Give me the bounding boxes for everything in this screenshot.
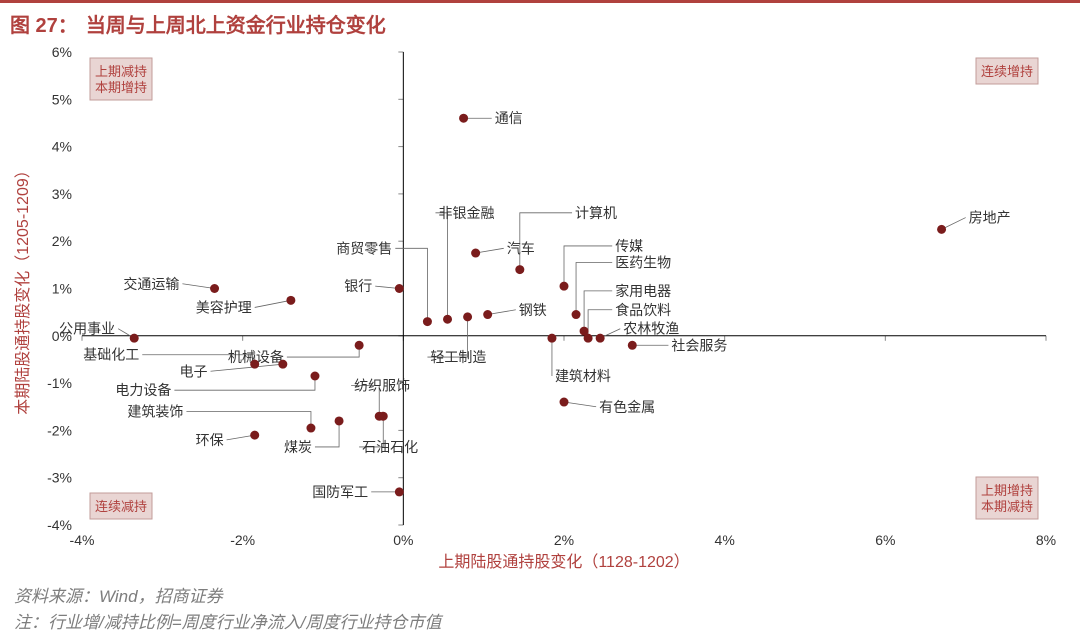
point-label: 传媒 bbox=[615, 238, 643, 254]
point-label: 环保 bbox=[196, 432, 224, 448]
svg-text:-2%: -2% bbox=[230, 532, 255, 548]
point-label: 国防军工 bbox=[312, 484, 368, 500]
svg-text:本期增持: 本期增持 bbox=[95, 80, 147, 95]
svg-text:2%: 2% bbox=[52, 233, 72, 249]
data-point bbox=[515, 265, 524, 274]
point-label: 汽车 bbox=[507, 240, 535, 256]
svg-text:-4%: -4% bbox=[70, 532, 95, 548]
x-axis-label: 上期陆股通持股变化（1128-1202） bbox=[438, 553, 689, 571]
point-label: 食品饮料 bbox=[615, 302, 671, 318]
svg-text:0%: 0% bbox=[393, 532, 413, 548]
point-label: 医药生物 bbox=[615, 254, 671, 270]
point-label: 电力设备 bbox=[115, 382, 171, 398]
data-point bbox=[395, 487, 404, 496]
chart-footer: 资料来源：Wind，招商证券 注：行业增/减持比例=周度行业净流入/周度行业持仓… bbox=[14, 584, 441, 635]
data-point bbox=[335, 416, 344, 425]
scatter-chart: -4%-2%0%2%4%6%8%-4%-3%-2%-1%0%1%2%3%4%5%… bbox=[10, 44, 1070, 573]
chart-svg: -4%-2%0%2%4%6%8%-4%-3%-2%-1%0%1%2%3%4%5%… bbox=[10, 44, 1070, 573]
svg-text:连续增持: 连续增持 bbox=[981, 64, 1033, 79]
data-point bbox=[443, 315, 452, 324]
svg-text:上期减持: 上期减持 bbox=[95, 64, 147, 79]
data-point bbox=[250, 360, 259, 369]
point-label: 基础化工 bbox=[83, 347, 139, 363]
svg-text:-3%: -3% bbox=[47, 470, 72, 486]
point-label: 农林牧渔 bbox=[623, 321, 679, 337]
svg-text:-2%: -2% bbox=[47, 422, 72, 438]
svg-text:上期增持: 上期增持 bbox=[981, 483, 1033, 498]
data-point bbox=[628, 341, 637, 350]
svg-text:6%: 6% bbox=[875, 532, 895, 548]
point-label: 通信 bbox=[495, 110, 523, 126]
svg-text:1%: 1% bbox=[52, 281, 72, 297]
data-point bbox=[423, 317, 432, 326]
data-point bbox=[471, 249, 480, 258]
svg-text:5%: 5% bbox=[52, 91, 72, 107]
point-label: 房地产 bbox=[969, 210, 1011, 226]
data-point bbox=[286, 296, 295, 305]
data-point bbox=[278, 360, 287, 369]
svg-text:4%: 4% bbox=[715, 532, 735, 548]
data-point bbox=[355, 341, 364, 350]
point-label: 石油石化 bbox=[362, 439, 418, 455]
data-point bbox=[547, 334, 556, 343]
data-point bbox=[584, 334, 593, 343]
point-label: 建筑装饰 bbox=[127, 403, 183, 419]
point-label: 有色金属 bbox=[599, 399, 655, 415]
point-label: 煤炭 bbox=[284, 439, 312, 455]
data-point bbox=[459, 114, 468, 123]
data-point bbox=[250, 431, 259, 440]
point-label: 公用事业 bbox=[59, 321, 115, 337]
data-point bbox=[463, 312, 472, 321]
svg-text:3%: 3% bbox=[52, 186, 72, 202]
data-point bbox=[310, 372, 319, 381]
footer-source: 资料来源：Wind，招商证券 bbox=[14, 584, 441, 610]
svg-text:本期减持: 本期减持 bbox=[981, 499, 1033, 514]
point-label: 钢铁 bbox=[519, 302, 547, 318]
figure-number: 图 27： bbox=[10, 9, 78, 38]
point-label: 交通运输 bbox=[123, 276, 179, 292]
y-axis-label: 本期陆股通持股变化（1205-1209） bbox=[14, 162, 32, 415]
data-point bbox=[572, 310, 581, 319]
figure-title: 当周与上周北上资金行业持仓变化 bbox=[86, 9, 386, 38]
svg-text:-1%: -1% bbox=[47, 375, 72, 391]
svg-text:6%: 6% bbox=[52, 44, 72, 60]
data-point bbox=[483, 310, 492, 319]
data-point bbox=[306, 424, 315, 433]
point-label: 计算机 bbox=[575, 205, 617, 221]
data-point bbox=[379, 412, 388, 421]
point-label: 银行 bbox=[344, 278, 372, 294]
point-label: 家用电器 bbox=[615, 283, 671, 299]
point-label: 轻工制造 bbox=[430, 349, 486, 365]
data-point bbox=[560, 282, 569, 291]
svg-text:4%: 4% bbox=[52, 139, 72, 155]
data-point bbox=[130, 334, 139, 343]
data-point bbox=[210, 284, 219, 293]
svg-text:8%: 8% bbox=[1036, 532, 1056, 548]
point-label: 纺织服饰 bbox=[354, 377, 410, 393]
point-label: 美容护理 bbox=[196, 299, 252, 315]
svg-text:2%: 2% bbox=[554, 532, 574, 548]
point-label: 社会服务 bbox=[671, 337, 727, 353]
point-label: 非银金融 bbox=[438, 205, 494, 221]
chart-title-bar: 图 27： 当周与上周北上资金行业持仓变化 bbox=[0, 0, 1080, 44]
svg-text:连续减持: 连续减持 bbox=[95, 499, 147, 514]
data-point bbox=[937, 225, 946, 234]
data-point bbox=[395, 284, 404, 293]
point-label: 商贸零售 bbox=[336, 240, 392, 256]
point-label: 建筑材料 bbox=[555, 368, 611, 384]
data-point bbox=[596, 334, 605, 343]
svg-text:-4%: -4% bbox=[47, 517, 72, 533]
footer-note: 注：行业增/减持比例=周度行业净流入/周度行业持仓市值 bbox=[14, 610, 441, 636]
data-point bbox=[560, 398, 569, 407]
point-label: 电子 bbox=[180, 363, 208, 379]
